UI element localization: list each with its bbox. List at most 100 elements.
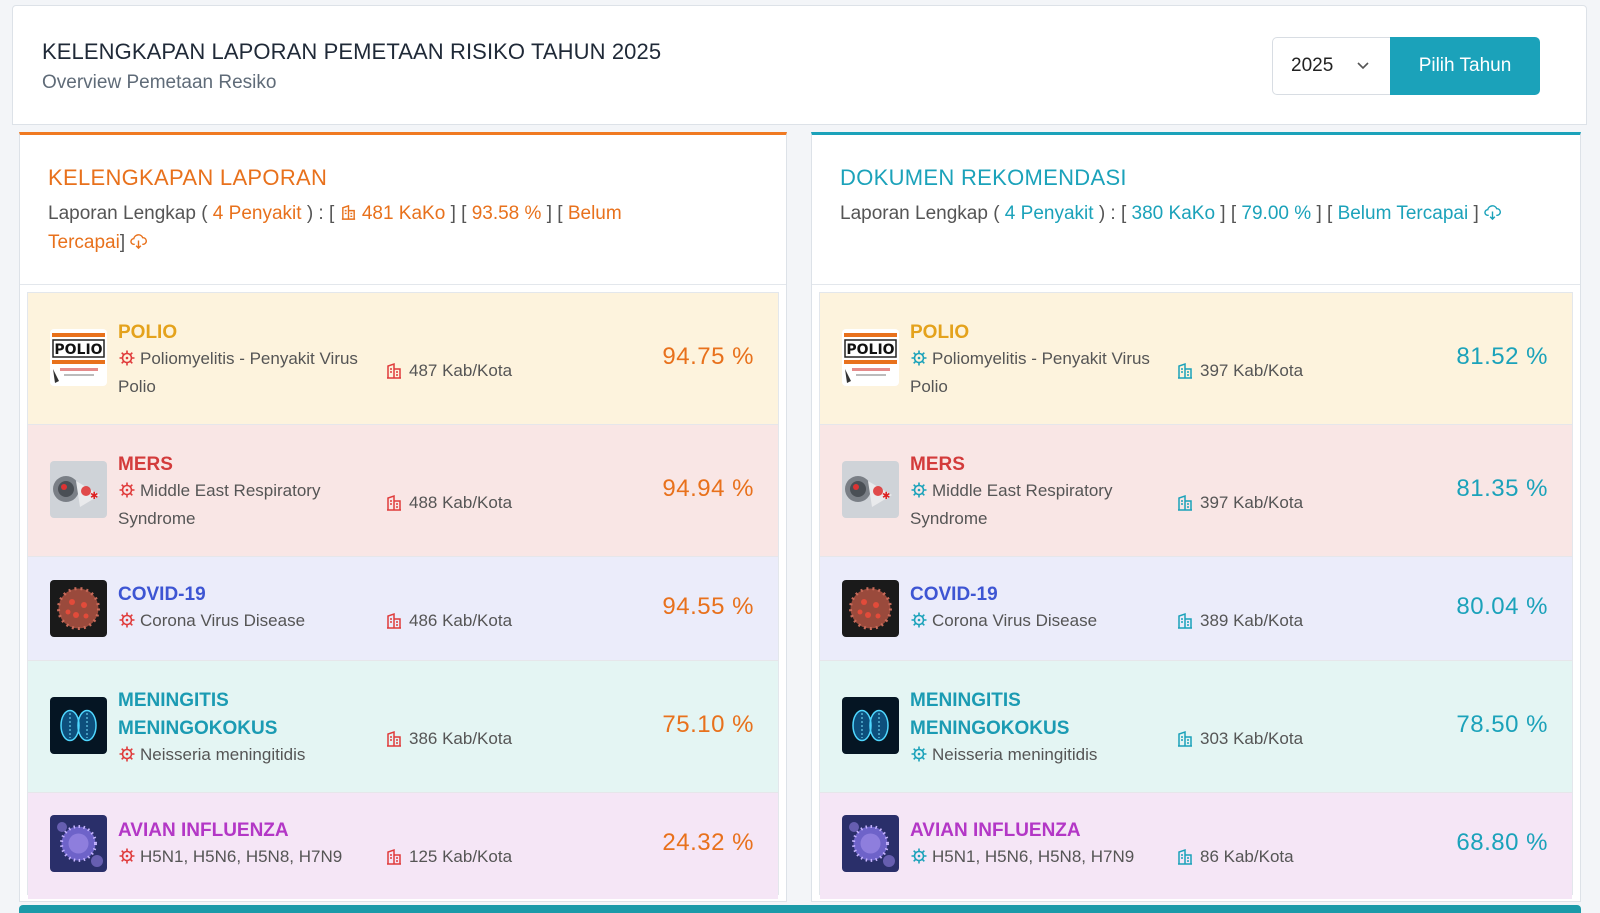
summary-percent: 79.00 % [1241, 203, 1312, 224]
pick-year-button[interactable]: Pilih Tahun [1390, 37, 1540, 95]
building-icon [387, 730, 401, 747]
disease-description: H5N1, H5N6, H5N8, H7N9 [910, 843, 1172, 871]
disease-row-polio[interactable]: POLIO POLIO Poliomyelitis - Penyakit Virus… [820, 293, 1572, 425]
kab-kota-count: 125 Kab/Kota [385, 847, 512, 867]
cloud-download-icon[interactable] [1484, 204, 1501, 221]
year-select[interactable]: 2025 [1272, 37, 1391, 95]
completion-percent: 94.94 % [662, 475, 754, 502]
disease-name: MENINGITIS MENINGOKOKUS [118, 690, 278, 739]
disease-row-avian[interactable]: AVIAN INFLUENZA H5N1, H5N6, H5N8, H7N9 86 … [820, 793, 1572, 899]
disease-thumbnail [842, 815, 899, 872]
disease-row-mening[interactable]: MENINGITIS MENINGOKOKUS Neisseria meningi… [820, 661, 1572, 793]
disease-row-mers[interactable]: ✱ MERS Middle East Respiratory Syndrome 488… [28, 425, 778, 557]
completion-percent: 75.10 % [662, 711, 754, 738]
building-icon [387, 848, 401, 865]
disease-thumbnail [50, 697, 107, 754]
virus-icon [119, 482, 135, 498]
disease-name: COVID-19 [118, 584, 206, 605]
disease-description: Corona Virus Disease [118, 607, 380, 635]
disease-name: AVIAN INFLUENZA [118, 820, 289, 841]
kelengkapan-laporan-panel: KELENGKAPAN LAPORAN Laporan Lengkap ( 4 … [19, 132, 787, 902]
disease-description: Poliomyelitis - Penyakit Virus Polio [910, 349, 1150, 396]
year-select-value: 2025 [1291, 55, 1334, 76]
building-icon [387, 362, 401, 379]
disease-description: Middle East Respiratory Syndrome [118, 481, 321, 528]
kab-kota-count: 386 Kab/Kota [385, 729, 512, 749]
kab-kota-count: 86 Kab/Kota [1176, 847, 1294, 867]
completion-percent: 78.50 % [1456, 711, 1548, 738]
disease-description: Neisseria meningitidis [910, 741, 1172, 769]
disease-description: Middle East Respiratory Syndrome [910, 481, 1113, 528]
completion-percent: 80.04 % [1456, 593, 1548, 620]
disease-thumbnail: ✱ [50, 461, 107, 518]
disease-row-covid[interactable]: COVID-19 Corona Virus Disease 486 Kab/Kota… [28, 557, 778, 661]
summary-kako: 380 KaKo [1131, 203, 1216, 224]
kab-kota-count: 389 Kab/Kota [1176, 611, 1303, 631]
kab-kota-count: 397 Kab/Kota [1176, 493, 1303, 513]
disease-thumbnail [50, 580, 107, 637]
summary-percent: 93.58 % [471, 203, 542, 224]
kab-kota-count: 487 Kab/Kota [385, 361, 512, 381]
building-icon [1178, 362, 1192, 379]
disease-description: Corona Virus Disease [910, 607, 1172, 635]
disease-thumbnail: ✱ [842, 461, 899, 518]
panel-header: KELENGKAPAN LAPORAN Laporan Lengkap ( 4 … [20, 135, 786, 285]
next-panel-strip [19, 905, 1581, 913]
disease-row-mers[interactable]: ✱ MERS Middle East Respiratory Syndrome 397… [820, 425, 1572, 557]
disease-thumbnail: POLIO [50, 329, 107, 386]
summary-penyakit: 4 Penyakit [1004, 203, 1094, 224]
disease-description: Neisseria meningitidis [118, 741, 380, 769]
cloud-download-icon[interactable] [130, 233, 148, 250]
disease-row-mening[interactable]: MENINGITIS MENINGOKOKUS Neisseria meningi… [28, 661, 778, 793]
summary-kako: 481 KaKo [361, 203, 446, 224]
building-icon [1178, 612, 1192, 629]
disease-row-avian[interactable]: AVIAN INFLUENZA H5N1, H5N6, H5N8, H7N9 125… [28, 793, 778, 899]
disease-name: POLIO [910, 322, 970, 343]
disease-name: MENINGITIS MENINGOKOKUS [910, 690, 1070, 739]
building-icon [387, 494, 401, 511]
building-icon [1178, 848, 1192, 865]
completion-percent: 94.55 % [662, 593, 754, 620]
svg-text:✱: ✱ [882, 491, 890, 502]
virus-icon [119, 848, 135, 864]
chevron-down-icon [1357, 62, 1369, 70]
disease-description: Poliomyelitis - Penyakit Virus Polio [118, 349, 358, 396]
page-title: KELENGKAPAN LAPORAN PEMETAAN RISIKO TAHU… [42, 39, 662, 64]
kab-kota-count: 397 Kab/Kota [1176, 361, 1303, 381]
virus-icon [119, 612, 135, 628]
kab-kota-count: 303 Kab/Kota [1176, 729, 1303, 749]
kab-kota-count: 486 Kab/Kota [385, 611, 512, 631]
completion-percent: 81.35 % [1456, 475, 1548, 502]
disease-thumbnail: POLIO [842, 329, 899, 386]
building-icon [1178, 730, 1192, 747]
panel-header: DOKUMEN REKOMENDASI Laporan Lengkap ( 4 … [812, 135, 1580, 285]
disease-name: MERS [910, 454, 965, 475]
disease-name: COVID-19 [910, 584, 998, 605]
virus-icon [911, 350, 927, 366]
disease-row-covid[interactable]: COVID-19 Corona Virus Disease 389 Kab/Kota… [820, 557, 1572, 661]
disease-row-polio[interactable]: POLIO POLIO Poliomyelitis - Penyakit Virus… [28, 293, 778, 425]
panel-summary: Laporan Lengkap ( 4 Penyakit ) : [ 481 K… [48, 203, 622, 253]
disease-thumbnail [842, 580, 899, 637]
building-icon [1178, 494, 1192, 511]
building-icon [387, 612, 401, 629]
disease-name: MERS [118, 454, 173, 475]
completion-percent: 94.75 % [662, 343, 754, 370]
completion-percent: 24.32 % [662, 829, 754, 856]
summary-penyakit: 4 Penyakit [212, 203, 302, 224]
completion-percent: 81.52 % [1456, 343, 1548, 370]
thumb-logo-text: POLIO [54, 342, 102, 358]
completion-percent: 68.80 % [1456, 829, 1548, 856]
building-icon [341, 204, 355, 220]
disease-list: POLIO POLIO Poliomyelitis - Penyakit Virus… [819, 292, 1573, 899]
disease-thumbnail [50, 815, 107, 872]
disease-thumbnail [842, 697, 899, 754]
virus-icon [911, 746, 927, 762]
disease-name: AVIAN INFLUENZA [910, 820, 1081, 841]
disease-name: POLIO [118, 322, 178, 343]
virus-icon [911, 848, 927, 864]
virus-icon [119, 746, 135, 762]
virus-icon [911, 612, 927, 628]
disease-list: POLIO POLIO Poliomyelitis - Penyakit Virus… [27, 292, 779, 899]
